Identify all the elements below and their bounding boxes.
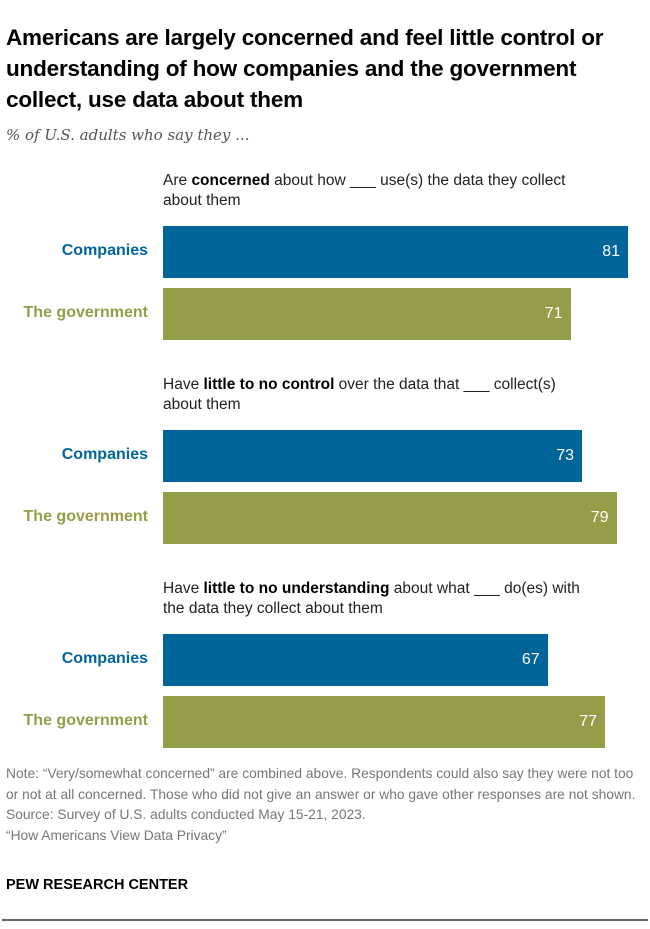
category-label: The government xyxy=(23,508,148,525)
data-label: 71 xyxy=(544,305,563,322)
category-label: Companies xyxy=(61,650,148,667)
bottom-divider xyxy=(2,919,648,921)
question-prefix: Have xyxy=(163,376,204,393)
note-text: Note: “Very/somewhat concerned” are comb… xyxy=(6,766,636,802)
bar-government: 71 xyxy=(163,288,571,340)
category-label: Companies xyxy=(61,446,148,463)
category-label: The government xyxy=(23,712,148,729)
bar-government: 79 xyxy=(163,492,617,544)
question-suffix: about what ___ do(es) with the data they… xyxy=(163,580,580,617)
bar-companies: 73 xyxy=(163,430,583,482)
bar-companies: 81 xyxy=(163,226,628,278)
question-prefix: Have xyxy=(163,580,204,597)
data-label: 67 xyxy=(521,651,540,668)
question-prefix: Are xyxy=(163,172,192,189)
question-label: Have little to no control over the data … xyxy=(163,375,583,415)
bar-companies: 67 xyxy=(163,634,548,686)
report-title: “How Americans View Data Privacy” xyxy=(6,827,227,843)
source-text: Source: Survey of U.S. adults conducted … xyxy=(6,807,366,822)
data-label: 81 xyxy=(602,243,620,260)
category-label: Companies xyxy=(61,242,148,259)
brand-logo: PEW RESEARCH CENTER xyxy=(6,877,189,893)
category-label: The government xyxy=(23,304,148,321)
question-label: Are concerned about how ___ use(s) the d… xyxy=(163,171,583,211)
chart-title: Americans are largely concerned and feel… xyxy=(6,25,604,112)
question-emphasis: little to no control xyxy=(203,376,335,393)
chart-subtitle: % of U.S. adults who say they ... xyxy=(6,126,250,144)
footnotes: Note: “Very/somewhat concerned” are comb… xyxy=(6,764,636,846)
data-label: 77 xyxy=(579,713,598,730)
question-emphasis: concerned xyxy=(191,172,270,189)
data-label: 73 xyxy=(556,447,575,464)
data-label: 79 xyxy=(590,509,609,526)
question-emphasis: little to no understanding xyxy=(203,580,390,597)
question-label: Have little to no understanding about wh… xyxy=(163,579,583,619)
question-suffix: over the data that ___ collect(s) about … xyxy=(163,376,556,413)
bar-government: 77 xyxy=(163,696,606,748)
question-suffix: about how ___ use(s) the data they colle… xyxy=(163,172,566,209)
